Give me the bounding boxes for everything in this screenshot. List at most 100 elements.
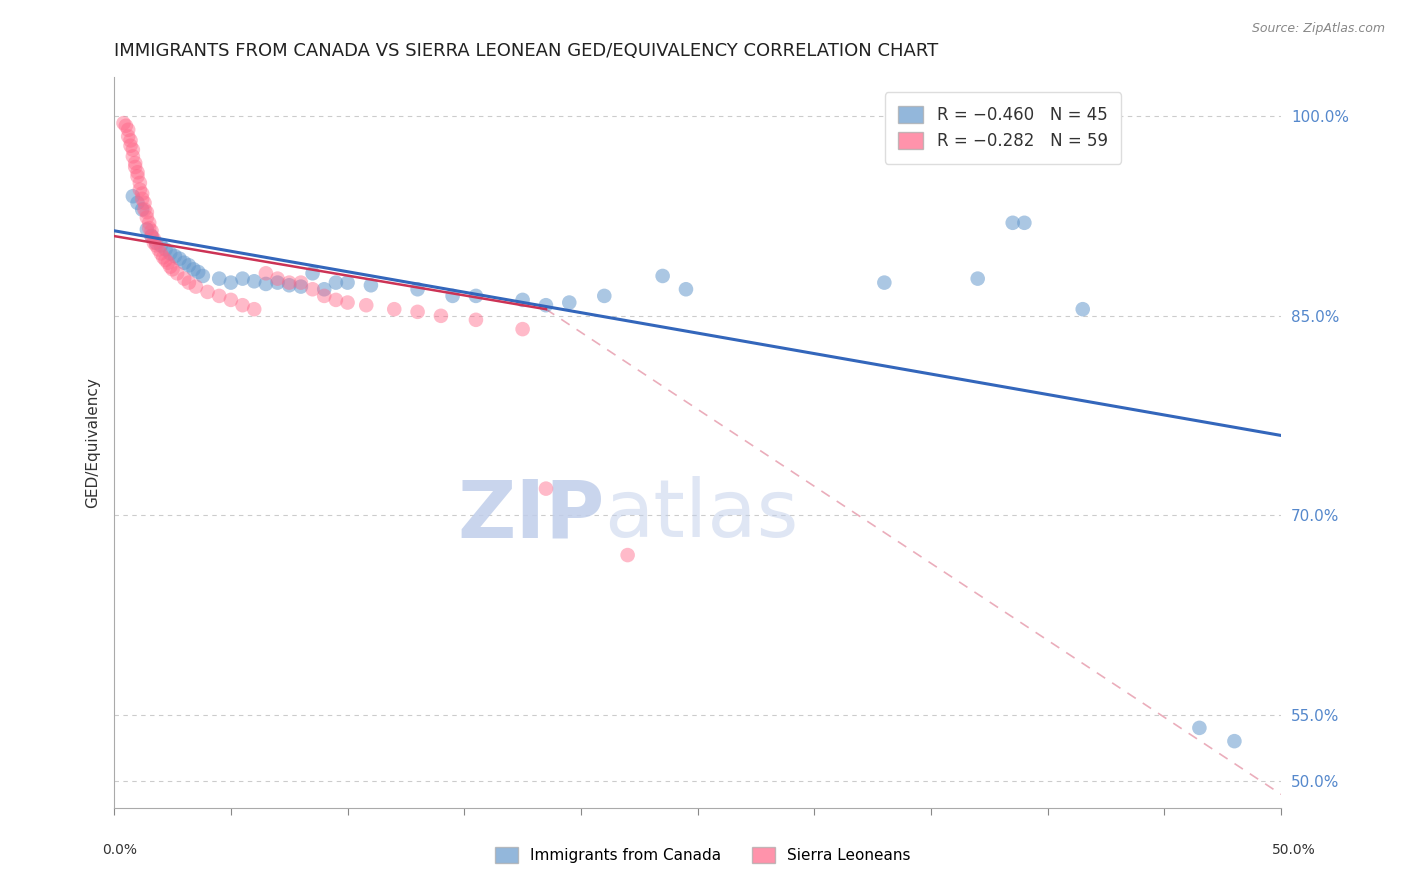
Point [156,255,179,269]
Point [121,143,143,157]
Point [134,195,156,210]
Point [120,133,142,147]
Point [112,116,135,130]
Point [354,298,377,312]
Point [159,260,181,274]
Point [219,293,242,307]
Point [232,298,254,312]
Text: IMMIGRANTS FROM CANADA VS SIERRA LEONEAN GED/EQUIVALENCY CORRELATION CHART: IMMIGRANTS FROM CANADA VS SIERRA LEONEAN… [114,42,938,60]
Point [135,222,157,236]
Point [115,119,138,133]
Point [163,249,186,263]
Point [314,282,336,296]
Point [187,265,209,279]
Point [406,282,429,296]
Point [534,298,557,312]
Point [254,277,277,291]
Point [145,235,167,250]
Point [512,293,534,307]
Point [360,278,382,293]
Point [512,322,534,336]
Y-axis label: GED/Equivalency: GED/Equivalency [86,376,100,508]
Point [127,195,149,210]
Point [382,302,405,317]
Point [155,243,177,257]
Text: ZIP: ZIP [457,476,605,554]
Point [197,285,219,299]
Point [290,276,312,290]
Point [127,169,149,184]
Text: atlas: atlas [605,476,799,554]
Point [124,156,146,170]
Point [336,276,359,290]
Point [301,266,323,280]
Point [131,202,153,217]
Text: Source: ZipAtlas.com: Source: ZipAtlas.com [1251,22,1385,36]
Point [131,192,153,206]
Point [651,268,673,283]
Point [138,221,160,235]
Point [232,271,254,285]
Point [162,262,184,277]
Point [145,238,167,252]
Point [301,282,323,296]
Point [138,216,160,230]
Point [616,548,638,562]
Point [121,149,143,163]
Point [1071,302,1094,317]
Point [152,251,174,265]
Point [219,276,242,290]
Point [127,165,149,179]
Point [149,246,172,260]
Point [117,129,139,144]
Point [675,282,697,296]
Point [183,262,205,277]
Point [1188,721,1211,735]
Point [117,122,139,136]
Point [173,271,195,285]
Legend: Immigrants from Canada, Sierra Leoneans: Immigrants from Canada, Sierra Leoneans [484,835,922,875]
Point [128,176,150,190]
Point [141,229,163,244]
Point [142,232,165,246]
Point [1223,734,1246,748]
Point [254,266,277,280]
Point [406,305,429,319]
Point [134,202,156,217]
Point [464,313,486,327]
Point [208,289,231,303]
Point [243,274,266,288]
Point [135,205,157,219]
Point [243,302,266,317]
Text: 0.0%: 0.0% [103,843,136,857]
Point [441,289,464,303]
Point [1001,216,1024,230]
Point [558,295,581,310]
Point [464,289,486,303]
Point [169,252,191,266]
Point [593,289,616,303]
Point [278,278,301,293]
Point [148,243,170,257]
Point [177,276,200,290]
Point [534,482,557,496]
Point [121,189,143,203]
Point [966,271,988,285]
Legend: R = −0.460   N = 45, R = −0.282   N = 59: R = −0.460 N = 45, R = −0.282 N = 59 [884,92,1121,163]
Point [142,235,165,250]
Point [1014,216,1036,230]
Point [290,279,312,293]
Point [173,255,195,269]
Point [873,276,896,290]
Point [120,138,142,153]
Point [208,271,231,285]
Point [191,268,214,283]
Text: 50.0%: 50.0% [1271,843,1316,857]
Point [159,246,181,260]
Point [166,266,188,280]
Point [325,293,347,307]
Point [141,229,163,244]
Point [141,224,163,238]
Point [336,295,359,310]
Point [430,309,453,323]
